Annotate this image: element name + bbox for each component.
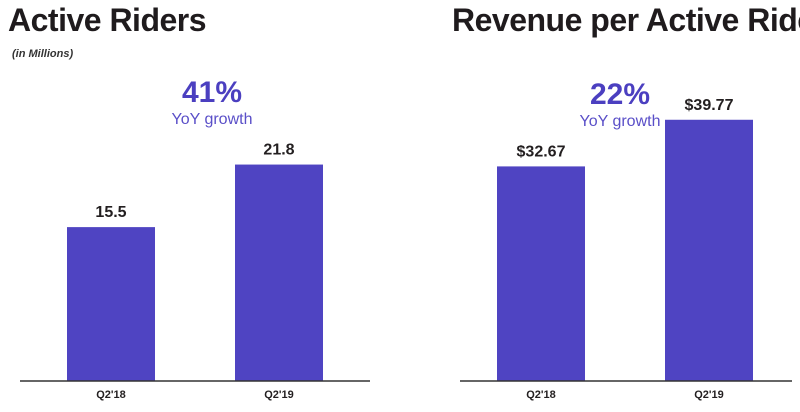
revenue-per-rider-growth-value: 22% bbox=[589, 78, 651, 111]
active-riders-panel: Active Riders (in Millions) 41% YoY grow… bbox=[8, 2, 370, 401]
revenue-per-rider-chart: $32.67 Q2'18 $39.77 Q2'19 bbox=[460, 97, 792, 401]
bar-2 bbox=[665, 119, 753, 381]
bar-1-value-label: 15.5 bbox=[95, 204, 126, 221]
bar-1-value-label: $32.67 bbox=[517, 143, 566, 160]
bar-1 bbox=[497, 166, 585, 381]
bar-2 bbox=[235, 164, 323, 381]
active-riders-subtitle: (in Millions) bbox=[12, 48, 74, 60]
revenue-per-rider-growth: 22% YoY growth bbox=[520, 78, 720, 132]
revenue-per-rider-title: Revenue per Active Rider bbox=[452, 2, 800, 38]
x-tick-label-2: Q2'19 bbox=[694, 389, 724, 401]
revenue-per-rider-panel: Revenue per Active Rider 22% YoY growth … bbox=[400, 0, 800, 412]
active-riders-growth-label: YoY growth bbox=[171, 111, 253, 128]
active-riders-growth-value: 41% bbox=[181, 76, 243, 109]
bar-1 bbox=[67, 227, 155, 381]
revenue-per-rider-growth-label: YoY growth bbox=[579, 113, 661, 130]
active-riders-title: Active Riders bbox=[8, 2, 207, 38]
active-riders-growth: 41% YoY growth bbox=[112, 76, 312, 130]
x-tick-label-2: Q2'19 bbox=[264, 389, 294, 401]
bar-2-value-label: $39.77 bbox=[685, 97, 734, 114]
x-tick-label-1: Q2'18 bbox=[526, 389, 556, 401]
active-riders-chart: 15.5 Q2'18 21.8 Q2'19 bbox=[20, 142, 370, 401]
bar-2-value-label: 21.8 bbox=[263, 142, 294, 159]
x-tick-label-1: Q2'18 bbox=[96, 389, 126, 401]
